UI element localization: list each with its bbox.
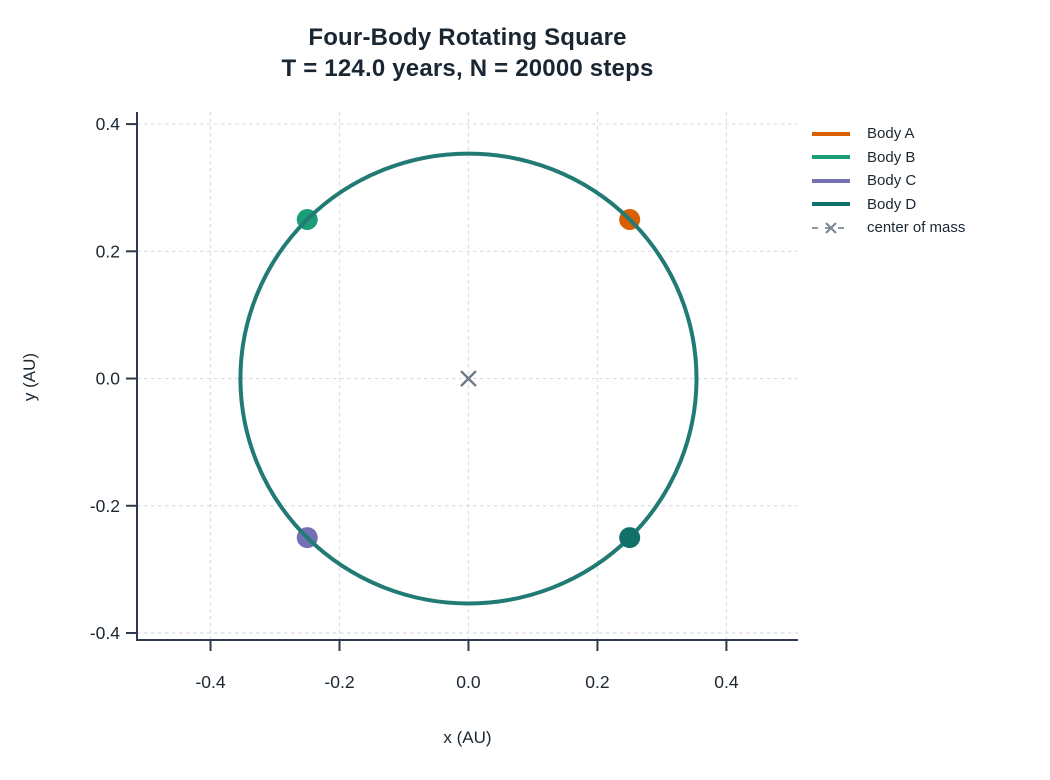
chart-title-block: Four-Body Rotating Square T = 124.0 year… xyxy=(137,22,798,84)
legend-line-swatch xyxy=(812,155,850,160)
legend-item-body-c: Body C xyxy=(812,172,965,190)
legend-label: Body A xyxy=(867,125,915,143)
y-tick-label: 0.2 xyxy=(96,241,120,261)
x-tick-label: 0.0 xyxy=(456,672,481,692)
legend-item-body-d: Body D xyxy=(812,195,965,213)
y-axis-ticks: -0.4 -0.2 0.0 0.2 0.4 xyxy=(90,114,137,643)
y-axis-label: y (AU) xyxy=(20,352,39,402)
chart-subtitle: T = 124.0 years, N = 20000 steps xyxy=(281,55,654,82)
legend-item-body-a: Body A xyxy=(812,125,965,143)
legend-line-swatch xyxy=(812,131,850,136)
y-tick-label: -0.2 xyxy=(90,496,120,516)
legend-item-center-of-mass: center of mass xyxy=(812,219,966,237)
legend-line-swatch xyxy=(812,202,850,207)
x-tick-label: -0.4 xyxy=(195,672,225,692)
center-of-mass-marker xyxy=(460,370,477,387)
y-tick-label: 0.4 xyxy=(96,114,121,134)
x-axis-label: x (AU) xyxy=(443,728,492,747)
legend-label: Body D xyxy=(867,195,917,213)
chart-title: Four-Body Rotating Square xyxy=(308,24,627,51)
legend: Body A Body B Body C Body D center of mass xyxy=(812,125,966,237)
y-tick-label: 0.0 xyxy=(96,369,121,389)
y-tick-label: -0.4 xyxy=(90,623,120,643)
body-d-point xyxy=(619,527,641,549)
axes-spines xyxy=(136,112,798,641)
x-tick-label: -0.2 xyxy=(324,672,354,692)
legend-label: Body B xyxy=(867,148,916,166)
legend-com-swatch xyxy=(812,221,850,234)
x-tick-label: 0.2 xyxy=(585,672,609,692)
legend-item-body-b: Body B xyxy=(812,148,965,166)
x-tick-label: 0.4 xyxy=(714,672,739,692)
legend-label: Body C xyxy=(867,172,917,190)
legend-line-swatch xyxy=(812,178,850,183)
orbit-circle xyxy=(238,151,699,606)
x-axis-ticks: -0.4 -0.2 0.0 0.2 0.4 xyxy=(195,640,739,692)
legend-label: center of mass xyxy=(867,219,966,237)
